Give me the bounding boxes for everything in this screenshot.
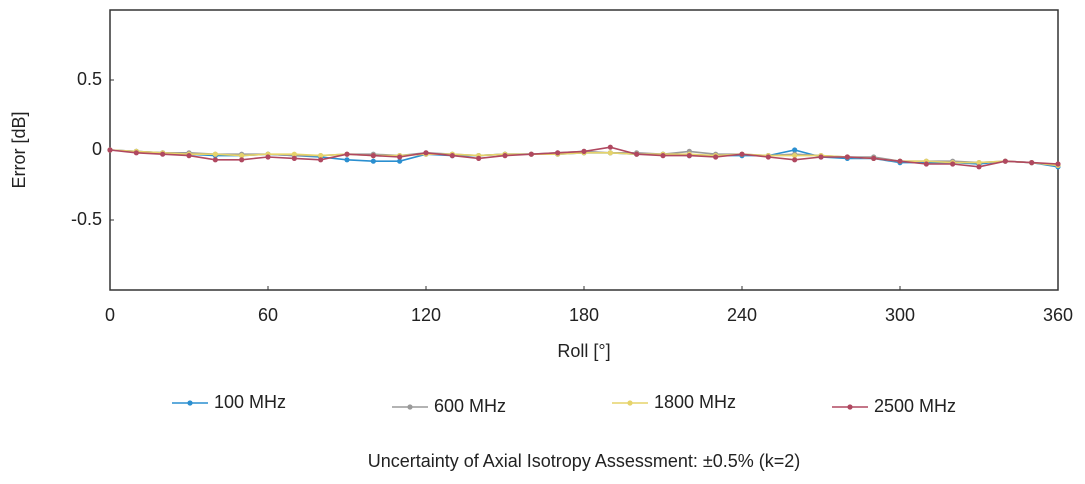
annotation: Uncertainty of Axial Isotropy Assessment… <box>368 451 801 471</box>
y-tick-label: 0 <box>92 139 102 159</box>
data-point <box>502 153 508 159</box>
data-point <box>107 147 113 153</box>
data-point <box>1002 158 1008 164</box>
legend-label: 1800 MHz <box>654 392 736 412</box>
data-point <box>1029 160 1035 166</box>
data-point <box>449 153 455 159</box>
data-point <box>923 161 929 167</box>
data-point <box>397 154 403 160</box>
data-point <box>634 151 640 157</box>
data-point <box>844 154 850 160</box>
data-point <box>318 157 324 163</box>
data-point <box>581 148 587 154</box>
data-point <box>871 155 877 161</box>
data-point <box>291 151 297 157</box>
data-point <box>607 144 613 150</box>
data-point <box>739 151 745 157</box>
x-tick-label: 300 <box>885 305 915 325</box>
x-tick-label: 60 <box>258 305 278 325</box>
data-point <box>344 157 350 163</box>
data-point <box>160 151 166 157</box>
x-tick-label: 120 <box>411 305 441 325</box>
data-point <box>476 155 482 161</box>
data-point <box>212 157 218 163</box>
data-point <box>1055 161 1061 167</box>
data-point <box>555 150 561 156</box>
data-point <box>212 151 218 157</box>
data-point <box>239 157 245 163</box>
data-point <box>976 160 982 166</box>
y-tick-label: -0.5 <box>71 209 102 229</box>
data-point <box>976 164 982 170</box>
data-point <box>792 153 798 159</box>
legend-label: 100 MHz <box>214 392 286 412</box>
data-point <box>607 150 613 156</box>
data-point <box>397 158 403 164</box>
data-point <box>265 154 271 160</box>
data-point <box>528 151 534 157</box>
y-tick-label: 0.5 <box>77 69 102 89</box>
data-point <box>765 154 771 160</box>
x-axis-label: Roll [°] <box>557 341 610 361</box>
data-point <box>897 158 903 164</box>
data-point <box>344 151 350 157</box>
y-axis-label: Error [dB] <box>9 111 29 188</box>
x-tick-label: 0 <box>105 305 115 325</box>
legend-marker <box>187 400 193 406</box>
data-point <box>660 153 666 159</box>
data-point <box>792 157 798 163</box>
data-point <box>686 153 692 159</box>
x-tick-label: 180 <box>569 305 599 325</box>
data-point <box>713 154 719 160</box>
data-point <box>370 153 376 159</box>
data-point <box>818 154 824 160</box>
data-point <box>239 153 245 159</box>
legend-label: 600 MHz <box>434 396 506 416</box>
legend-label: 2500 MHz <box>874 396 956 416</box>
x-tick-label: 240 <box>727 305 757 325</box>
legend-marker <box>407 404 413 410</box>
data-point <box>792 147 798 153</box>
data-point <box>423 150 429 156</box>
data-point <box>291 155 297 161</box>
legend-marker <box>627 400 633 406</box>
data-point <box>133 150 139 156</box>
data-point <box>318 153 324 159</box>
x-tick-label: 360 <box>1043 305 1073 325</box>
data-point <box>950 161 956 167</box>
data-point <box>370 158 376 164</box>
legend-marker <box>847 404 853 410</box>
data-point <box>186 153 192 159</box>
